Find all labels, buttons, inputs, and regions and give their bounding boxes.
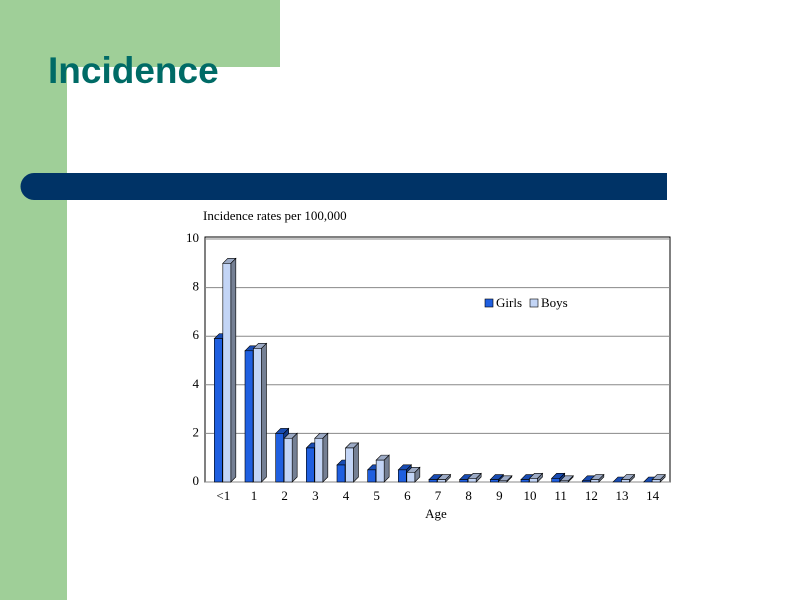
bar-front [459,479,468,483]
bar-front [375,459,385,483]
bar-front [367,469,376,483]
bar-front [336,464,346,483]
bar-front [582,480,591,483]
x-tick-label: 6 [404,488,411,503]
bar-front [529,478,538,483]
bar-side [353,442,359,483]
legend-swatch [484,298,494,308]
y-tick-label: 4 [193,376,200,391]
bar-side [230,257,237,483]
bar-front [398,469,407,483]
bar-front [651,479,661,483]
bar-front [406,471,416,483]
bar [406,466,421,483]
x-tick-label: 14 [646,488,660,503]
bar [528,472,544,483]
bar-front [306,447,315,483]
bar-front [345,447,354,483]
x-tick-label: 4 [343,488,350,503]
x-tick-label: 13 [616,488,629,503]
y-tick-label: 6 [193,327,200,342]
bar-front [283,437,293,483]
bar-front [428,479,438,483]
legend-swatch [529,298,539,308]
bar [498,475,513,483]
bar-front [253,348,262,483]
y-tick-label: 2 [193,424,200,439]
bar-front [244,350,254,483]
bar [375,454,390,483]
bar-front [490,479,499,483]
bar-side [322,432,329,483]
bar-front [214,338,223,483]
y-tick-label: 10 [186,230,199,245]
x-tick-label: 11 [554,488,567,503]
bar [620,473,636,483]
slide-title: Incidence [48,50,219,91]
bar [436,473,452,483]
bar-front [467,478,477,483]
x-axis-label: Age [425,506,447,521]
y-tick-label: 8 [193,279,200,294]
bar-front [437,479,446,483]
x-tick-label: <1 [216,488,230,503]
bar [283,432,298,483]
bar [590,473,605,483]
y-tick-label: 0 [193,473,200,488]
legend-label: Girls [496,295,522,310]
bar-front [314,437,324,483]
x-tick-label: 3 [312,488,319,503]
bar-side [261,342,267,483]
bar [252,342,268,483]
bar [559,475,574,483]
bar [314,432,329,483]
bar [651,473,666,483]
x-tick-label: 7 [435,488,442,503]
bar [467,472,482,483]
x-tick-label: 8 [465,488,472,503]
bar-front [275,433,284,483]
bar-front [559,480,569,483]
bar-side [291,432,298,483]
x-tick-label: 2 [281,488,288,503]
legend-label: Boys [541,295,568,310]
x-tick-label: 10 [524,488,537,503]
bar-front [222,262,232,483]
x-tick-label: 5 [373,488,380,503]
x-tick-label: 12 [585,488,598,503]
bar-front [498,480,508,483]
divider-bar [20,173,667,200]
bar [222,257,237,483]
x-tick-label: 1 [251,488,258,503]
bar-front [520,479,530,483]
bar-front [551,478,560,483]
side-band [0,0,67,600]
top-band [0,0,280,67]
bar [344,442,360,483]
x-tick-label: 9 [496,488,503,503]
plot-frame [204,236,671,483]
bar-front [590,479,600,483]
y-axis-label: Incidence rates per 100,000 [203,208,347,223]
bar-front [621,479,630,483]
